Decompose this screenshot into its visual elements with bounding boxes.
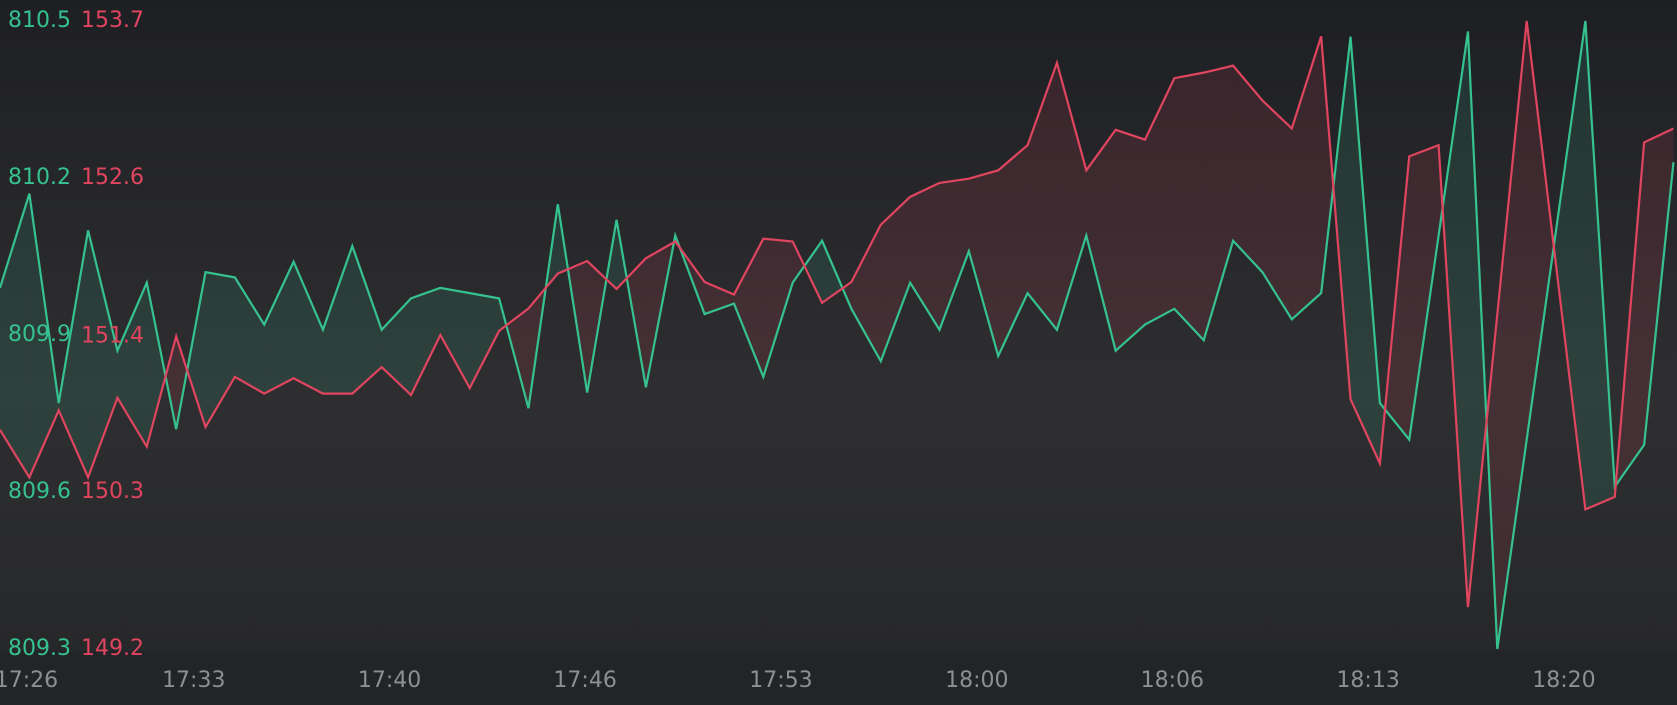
band-fill: [1203, 65, 1234, 341]
band-fill: [1086, 129, 1116, 351]
band-fill: [880, 196, 911, 362]
band-fill: [234, 277, 265, 394]
band-fill: [1442, 31, 1468, 608]
band-fill: [1350, 36, 1380, 464]
band-fill: [1333, 36, 1351, 400]
band-fill: [117, 282, 147, 447]
x-tick-label: 17:40: [358, 668, 421, 693]
band-fill: [822, 240, 843, 303]
band-fill: [1145, 78, 1175, 325]
band-fill: [1321, 36, 1334, 294]
time-axis-strip: [0, 651, 1677, 705]
band-fill: [264, 261, 294, 394]
band-fill: [411, 287, 441, 396]
band-fill: [352, 246, 382, 394]
band-fill: [322, 246, 353, 394]
x-tick-label: 18:20: [1532, 668, 1595, 693]
x-tick-label: 18:00: [945, 668, 1008, 693]
y-tick-label: 810.2: [8, 165, 71, 190]
band-fill: [440, 287, 470, 389]
x-tick-label: 17:46: [553, 668, 616, 693]
x-tick-label: 17:26: [0, 668, 58, 693]
band-fill: [1556, 21, 1586, 510]
band-fill: [29, 193, 59, 478]
band-fill: [187, 272, 206, 428]
band-fill: [1233, 65, 1263, 273]
band-fill: [792, 241, 805, 283]
band-fill: [1174, 72, 1204, 341]
series-line: [0, 20, 1674, 608]
band-fill: [733, 238, 764, 377]
band-fill: [1409, 145, 1439, 440]
x-tick-label: 18:13: [1336, 668, 1399, 693]
y-tick-label: 809.3: [8, 636, 71, 661]
band-fill: [1027, 62, 1057, 330]
x-tick-label: 17:33: [162, 668, 225, 693]
band-fill: [293, 261, 323, 394]
y2-tick-label: 150.3: [81, 479, 144, 504]
band-fill: [1526, 21, 1554, 440]
y-tick-label: 809.6: [8, 479, 71, 504]
y2-tick-label: 152.6: [81, 165, 144, 190]
y2-tick-label: 151.4: [81, 323, 144, 348]
plot-background: [0, 0, 1677, 651]
y2-tick-label: 153.7: [81, 8, 144, 33]
band-fill: [176, 336, 188, 430]
band-fill: [998, 145, 1028, 356]
y-tick-label: 810.5: [8, 8, 71, 33]
x-tick-label: 17:53: [749, 668, 812, 693]
band-fill: [165, 336, 177, 430]
band-fill: [1262, 100, 1292, 320]
band-fill: [851, 224, 881, 362]
band-fill: [968, 170, 999, 356]
band-fill: [469, 293, 500, 389]
band-fill: [146, 282, 166, 447]
band-fill: [1115, 129, 1146, 351]
band-fill: [58, 230, 89, 478]
x-tick-label: 18:06: [1141, 668, 1204, 693]
band-fill: [939, 178, 969, 330]
band-fill: [763, 238, 793, 377]
series-line: [0, 20, 1675, 650]
band-fill: [1056, 62, 1087, 330]
y-tick-label: 809.9: [8, 322, 71, 347]
y2-tick-label: 149.2: [81, 636, 144, 661]
band-fill: [804, 240, 823, 303]
